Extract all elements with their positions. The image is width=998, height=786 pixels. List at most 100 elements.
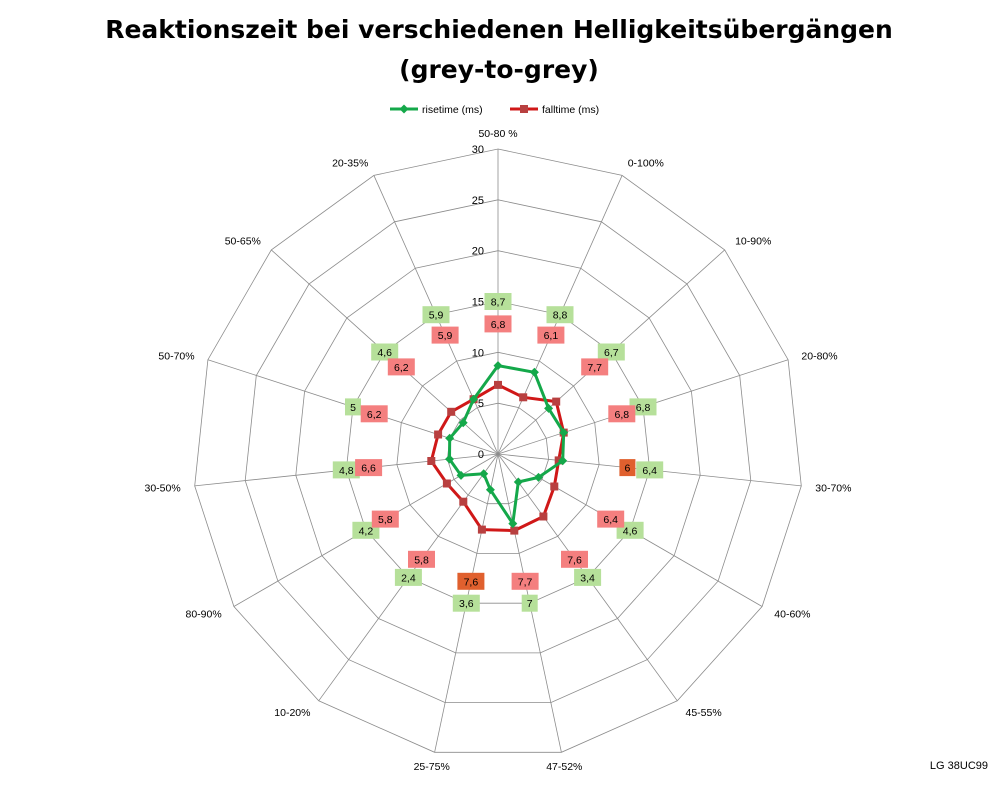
falltime-data-label-bg bbox=[597, 510, 625, 528]
falltime-point bbox=[434, 430, 443, 439]
risetime-data-label: 8,8 bbox=[546, 306, 574, 324]
falltime-data-label: 6,6 bbox=[355, 459, 383, 477]
falltime-point bbox=[539, 512, 548, 521]
risetime-data-label-bg bbox=[636, 461, 664, 479]
falltime-point bbox=[550, 482, 559, 491]
falltime-data-label-bg bbox=[387, 358, 415, 376]
chart-legend: risetime (ms) falltime (ms) bbox=[390, 104, 599, 116]
product-watermark: LG 38UC99 bbox=[929, 760, 988, 772]
risetime-data-label: 5,9 bbox=[422, 306, 450, 324]
series-layer bbox=[427, 361, 569, 535]
risetime-point bbox=[529, 367, 539, 377]
category-label: 10-90% bbox=[735, 236, 771, 248]
falltime-data-label: 5,8 bbox=[371, 510, 399, 528]
axis-tick-label: 0 bbox=[478, 449, 484, 461]
falltime-data-label: 6,8 bbox=[608, 405, 636, 423]
falltime-point bbox=[552, 397, 561, 406]
risetime-data-label-bg bbox=[629, 398, 657, 416]
risetime-data-label-text: 6,8 bbox=[636, 402, 651, 414]
falltime-data-label-bg bbox=[537, 326, 565, 344]
falltime-data-label-text: 6,2 bbox=[367, 409, 382, 421]
falltime-data-label-bg bbox=[360, 405, 388, 423]
risetime-data-label-text: 8,8 bbox=[553, 310, 568, 322]
legend-marker bbox=[399, 104, 409, 114]
falltime-data-label: 6 bbox=[619, 459, 636, 477]
falltime-data-label-text: 5,8 bbox=[378, 514, 393, 526]
falltime-data-label: 6,2 bbox=[387, 358, 415, 376]
grid-ring bbox=[295, 250, 701, 654]
category-label: 10-20% bbox=[274, 707, 310, 719]
risetime-data-label-bg bbox=[332, 461, 360, 479]
risetime-point bbox=[458, 418, 468, 428]
risetime-data-label-text: 7 bbox=[527, 598, 533, 610]
category-label: 50-80 % bbox=[478, 128, 517, 140]
risetime-data-label-bg bbox=[371, 343, 399, 361]
risetime-point bbox=[469, 394, 479, 404]
falltime-data-label-text: 5,8 bbox=[414, 554, 429, 566]
falltime-data-label: 7,7 bbox=[581, 358, 609, 376]
legend-label: falltime (ms) bbox=[542, 104, 599, 116]
falltime-data-label: 6,4 bbox=[597, 510, 625, 528]
risetime-data-label: 4,6 bbox=[371, 343, 399, 361]
falltime-data-label-bg bbox=[371, 510, 399, 528]
axis-tick-label: 5 bbox=[478, 398, 484, 410]
category-label: 20-35% bbox=[332, 158, 368, 170]
risetime-point bbox=[508, 519, 518, 529]
grid-ring bbox=[244, 199, 752, 703]
radar-grid: 0 5 10 15 20 25 30 50-80 % 0-100% 10-90% 20-80% 30-… bbox=[144, 128, 851, 773]
falltime-data-label: 7,6 bbox=[561, 550, 588, 568]
falltime-data-label-text: 7,6 bbox=[464, 576, 479, 588]
axis-tick-label: 30 bbox=[472, 144, 484, 156]
category-label: 80-90% bbox=[185, 609, 221, 621]
risetime-point bbox=[544, 403, 554, 413]
chart-title: Reaktionszeit bei verschiedenen Helligke… bbox=[0, 10, 998, 90]
falltime-point bbox=[427, 457, 436, 465]
falltime-data-label-text: 6,2 bbox=[394, 362, 409, 374]
category-label: 0-100% bbox=[628, 158, 664, 170]
category-label: 30-70% bbox=[815, 482, 851, 494]
risetime-point bbox=[534, 472, 543, 482]
chart-title-line-2: (grey-to-grey) bbox=[399, 55, 599, 84]
falltime-data-label-text: 6,8 bbox=[491, 319, 506, 331]
falltime-data-label-bg bbox=[608, 405, 636, 423]
falltime-point bbox=[442, 479, 451, 488]
risetime-data-label-text: 6,4 bbox=[642, 465, 657, 477]
falltime-data-label-text: 6,1 bbox=[544, 330, 559, 342]
risetime-point bbox=[513, 477, 523, 487]
chart-title-line-1: Reaktionszeit bei verschiedenen Helligke… bbox=[105, 15, 893, 44]
risetime-data-label: 8,7 bbox=[484, 293, 512, 310]
grid-ring bbox=[396, 351, 600, 554]
grid-ring bbox=[194, 148, 802, 753]
risetime-data-label: 7 bbox=[521, 594, 538, 612]
risetime-point bbox=[445, 433, 455, 443]
risetime-data-label: 3,4 bbox=[574, 568, 602, 586]
falltime-data-label-bg bbox=[511, 572, 539, 590]
risetime-point bbox=[559, 428, 569, 438]
risetime-data-label-text: 4,6 bbox=[377, 347, 392, 359]
risetime-point bbox=[445, 454, 454, 464]
risetime-data-label-text: 6,7 bbox=[604, 347, 619, 359]
category-label: 25-75% bbox=[414, 761, 450, 773]
risetime-data-label-bg bbox=[422, 306, 450, 324]
grid-ring bbox=[345, 301, 651, 604]
falltime-data-label: 6,8 bbox=[484, 315, 512, 333]
falltime-data-label-bg bbox=[581, 358, 609, 376]
category-label: 30-50% bbox=[144, 482, 180, 494]
risetime-data-label-text: 4,6 bbox=[623, 525, 638, 537]
risetime-data-label-text: 4,8 bbox=[339, 465, 354, 477]
risetime-data-label: 6,8 bbox=[629, 398, 657, 416]
category-label: 20-80% bbox=[801, 350, 837, 362]
falltime-point bbox=[477, 525, 486, 534]
falltime-data-label-text: 6 bbox=[624, 463, 630, 475]
risetime-data-label-text: 8,7 bbox=[491, 297, 506, 309]
falltime-data-label-text: 7,7 bbox=[587, 362, 602, 374]
falltime-data-label-text: 6,4 bbox=[603, 514, 618, 526]
falltime-data-label: 6,1 bbox=[537, 326, 565, 344]
falltime-data-label: 6,2 bbox=[360, 405, 388, 423]
falltime-data-label-bg bbox=[355, 459, 383, 477]
risetime-data-label-bg bbox=[345, 398, 361, 416]
falltime-point bbox=[494, 380, 502, 389]
falltime-series-line bbox=[429, 383, 566, 533]
category-label: 50-65% bbox=[225, 236, 261, 248]
